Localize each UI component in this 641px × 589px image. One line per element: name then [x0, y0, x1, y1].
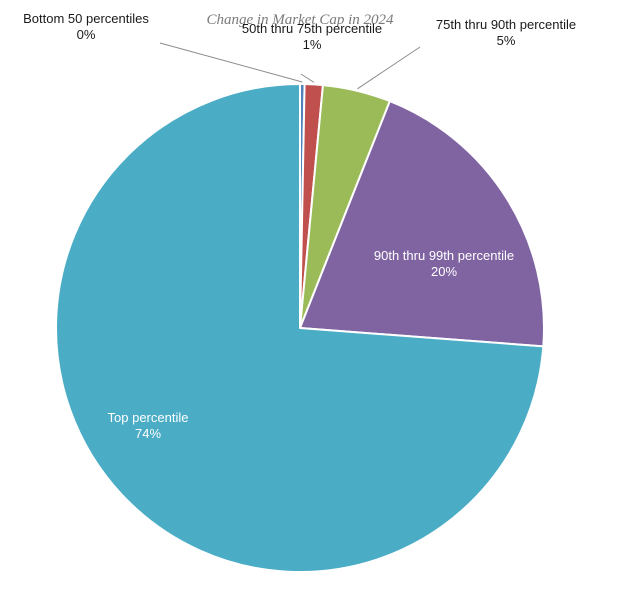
leader-line — [159, 42, 303, 83]
chart-title: Change in Market Cap in 2024 — [206, 12, 394, 28]
pie-slice — [299, 100, 545, 348]
leader-line — [300, 73, 315, 83]
slice-label: 90th thru 99th percentile — [374, 248, 514, 263]
leader-line — [357, 46, 421, 90]
slice-label: Bottom 50 percentiles — [23, 11, 149, 26]
slice-label: 75th thru 90th percentile — [436, 17, 576, 32]
slice-label: 50th thru 75th percentile — [242, 21, 382, 36]
slice-label: Top percentile — [108, 410, 189, 425]
slice-percent-label: 5% — [497, 33, 516, 48]
pie-slice — [55, 83, 545, 573]
slice-percent-label: 20% — [431, 264, 457, 279]
slice-percent-label: 1% — [303, 37, 322, 52]
slice-percent-label: 0% — [77, 27, 96, 42]
slice-percent-label: 74% — [135, 426, 161, 441]
